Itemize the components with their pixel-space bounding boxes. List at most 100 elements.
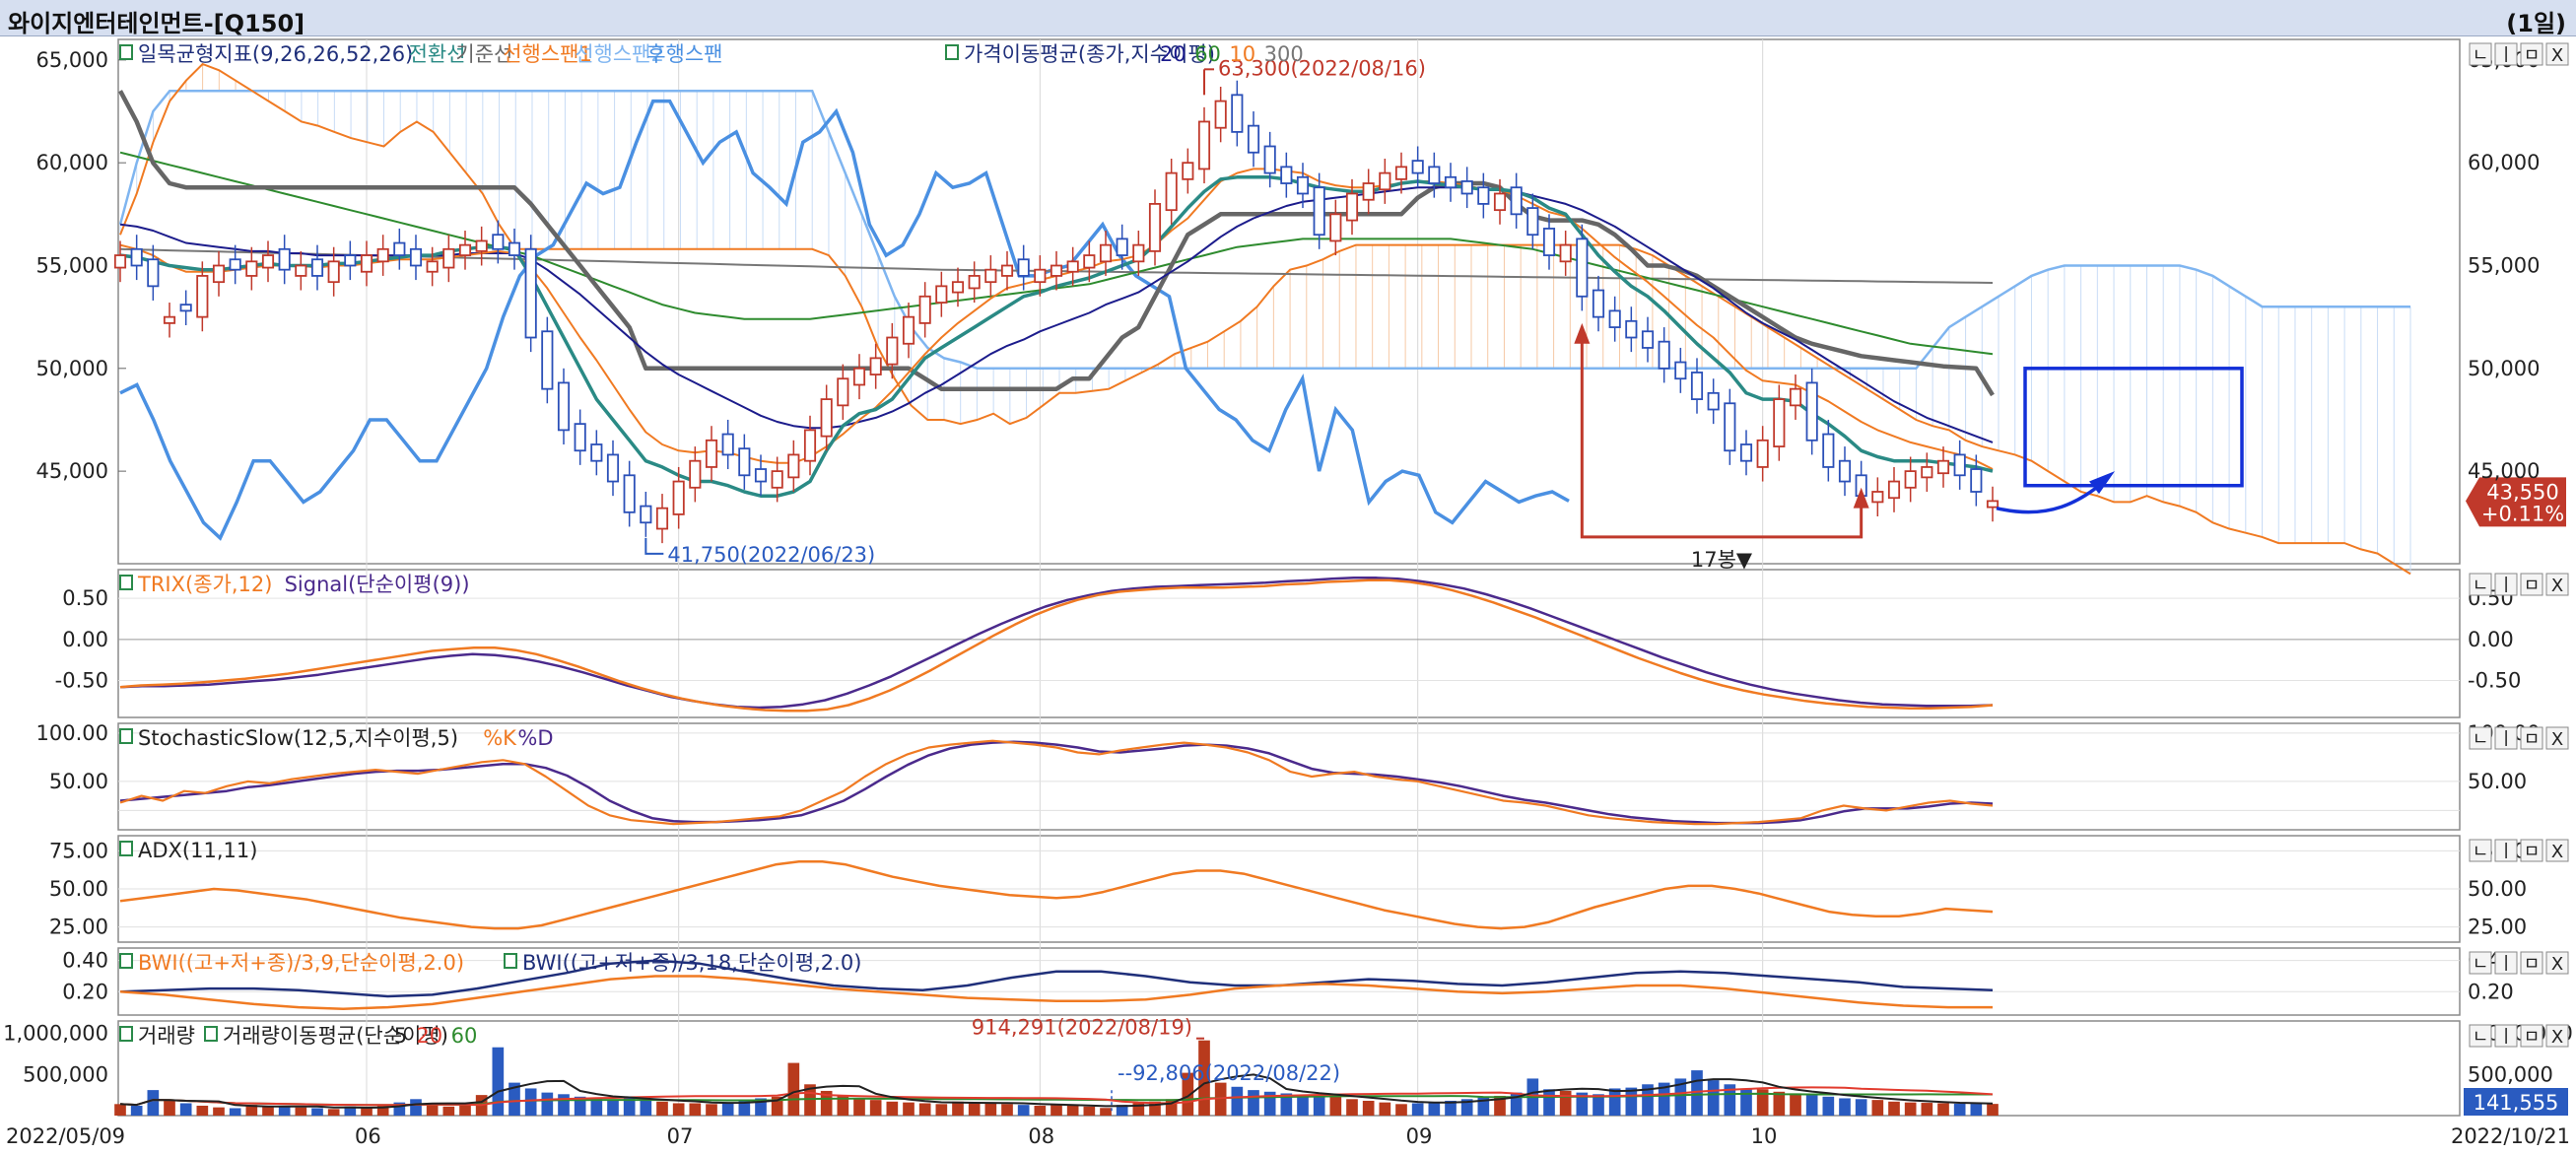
candle[interactable] xyxy=(672,480,685,515)
volume-bar[interactable] xyxy=(1231,1086,1244,1116)
candle[interactable] xyxy=(1493,192,1507,212)
candle[interactable] xyxy=(327,260,340,284)
candle[interactable] xyxy=(1428,166,1441,184)
volume-bar[interactable] xyxy=(1395,1104,1407,1116)
volume-bar[interactable] xyxy=(147,1090,160,1116)
candle[interactable] xyxy=(902,315,915,345)
candle[interactable] xyxy=(1641,330,1655,349)
candle[interactable] xyxy=(393,241,406,256)
candle[interactable] xyxy=(705,439,718,468)
candle[interactable] xyxy=(1066,260,1079,273)
volume-bar[interactable] xyxy=(1001,1104,1013,1116)
volume-bar[interactable] xyxy=(886,1101,899,1116)
candle[interactable] xyxy=(721,433,734,456)
panel-button[interactable] xyxy=(2545,1024,2569,1048)
volume-bar[interactable] xyxy=(640,1100,652,1116)
volume-bar[interactable] xyxy=(1674,1078,1687,1116)
volume-bar[interactable] xyxy=(1017,1105,1030,1116)
candle[interactable] xyxy=(1608,309,1621,328)
candle[interactable] xyxy=(1904,470,1917,489)
volume-bar[interactable] xyxy=(1642,1084,1654,1116)
panel-button[interactable] xyxy=(2494,1024,2518,1048)
panel-button[interactable] xyxy=(2494,951,2518,975)
volume-bar[interactable] xyxy=(1445,1100,1457,1116)
volume-bar[interactable] xyxy=(426,1103,439,1116)
candle[interactable] xyxy=(1197,120,1211,170)
candle[interactable] xyxy=(787,453,800,479)
volume-bar[interactable] xyxy=(623,1097,636,1116)
volume-bar[interactable] xyxy=(1888,1101,1900,1116)
candle[interactable] xyxy=(738,447,751,477)
candle[interactable] xyxy=(1460,180,1473,195)
candle[interactable] xyxy=(426,260,439,273)
candle[interactable] xyxy=(1756,439,1769,468)
candle[interactable] xyxy=(1887,480,1901,500)
candle[interactable] xyxy=(1444,175,1457,189)
volume-bar[interactable] xyxy=(1740,1088,1752,1116)
candle[interactable] xyxy=(689,459,702,489)
panel-button[interactable] xyxy=(2494,726,2518,750)
volume-bar[interactable] xyxy=(918,1103,931,1116)
candle[interactable] xyxy=(968,275,981,290)
candle[interactable] xyxy=(655,507,669,530)
volume-bar[interactable] xyxy=(1756,1089,1769,1116)
volume-bar[interactable] xyxy=(1937,1103,1949,1116)
volume-bar[interactable] xyxy=(1198,1040,1210,1116)
volume-bar[interactable] xyxy=(1608,1088,1621,1116)
candle[interactable] xyxy=(1936,459,1950,475)
candle[interactable] xyxy=(1542,228,1556,256)
volume-bar[interactable] xyxy=(1576,1092,1589,1116)
volume-bar[interactable] xyxy=(952,1101,964,1116)
volume-bar[interactable] xyxy=(1477,1097,1490,1116)
volume-bar[interactable] xyxy=(869,1100,882,1116)
volume-bar[interactable] xyxy=(672,1103,685,1116)
candle[interactable] xyxy=(951,281,965,294)
vol-legend-toggle[interactable] xyxy=(119,1026,133,1042)
volume-bar[interactable] xyxy=(1494,1095,1506,1116)
candle[interactable] xyxy=(1477,186,1490,205)
candle[interactable] xyxy=(557,381,571,432)
candle[interactable] xyxy=(574,423,586,452)
volume-bar[interactable] xyxy=(1034,1105,1047,1116)
panel-button[interactable] xyxy=(2545,573,2569,596)
candle[interactable] xyxy=(1313,186,1325,237)
candle[interactable] xyxy=(541,330,554,390)
candle[interactable] xyxy=(1362,182,1375,201)
volume-bar[interactable] xyxy=(1510,1092,1523,1116)
volume-bar[interactable] xyxy=(164,1100,175,1116)
panel-button[interactable] xyxy=(2520,839,2543,862)
panel-button[interactable] xyxy=(2469,726,2492,750)
panel-bwi[interactable] xyxy=(117,947,2461,1016)
volume-bar[interactable] xyxy=(278,1105,291,1116)
panel-trix[interactable] xyxy=(117,569,2461,718)
volume-bar[interactable] xyxy=(771,1096,783,1116)
candle[interactable] xyxy=(918,295,931,324)
volume-bar[interactable] xyxy=(1263,1091,1276,1116)
candle[interactable] xyxy=(1280,166,1293,184)
candle[interactable] xyxy=(1970,468,1983,493)
volume-bar[interactable] xyxy=(1559,1090,1572,1116)
candle[interactable] xyxy=(1953,453,1966,477)
candle[interactable] xyxy=(1625,319,1638,339)
volume-bar[interactable] xyxy=(196,1105,209,1116)
candle[interactable] xyxy=(163,315,176,324)
volume-bar[interactable] xyxy=(1346,1099,1358,1116)
candle[interactable] xyxy=(1773,398,1786,447)
volume-bar[interactable] xyxy=(1362,1100,1375,1116)
candle[interactable] xyxy=(1214,100,1227,129)
volume-bar[interactable] xyxy=(738,1100,751,1116)
candle[interactable] xyxy=(886,336,899,366)
candle[interactable] xyxy=(984,268,997,284)
volume-bar[interactable] xyxy=(1790,1093,1801,1116)
panel-button[interactable] xyxy=(2545,726,2569,750)
volume-bar[interactable] xyxy=(262,1106,274,1116)
volume-bar[interactable] xyxy=(1165,1099,1178,1116)
volume-bar[interactable] xyxy=(295,1107,307,1116)
volume-bar[interactable] xyxy=(574,1096,586,1116)
candle[interactable] xyxy=(1379,171,1391,191)
volume-bar[interactable] xyxy=(1773,1091,1786,1116)
volume-bar[interactable] xyxy=(1280,1093,1293,1116)
candle[interactable] xyxy=(1526,207,1539,237)
volume-bar[interactable] xyxy=(376,1105,389,1116)
